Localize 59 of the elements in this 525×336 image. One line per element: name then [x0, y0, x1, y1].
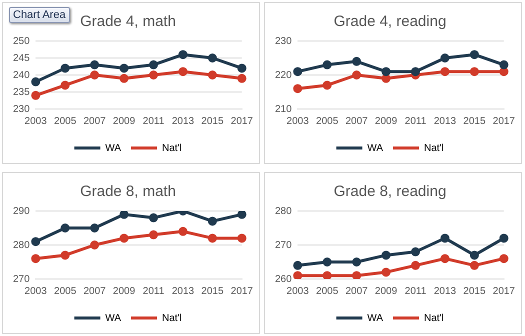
x-tick-label: 2005 — [316, 286, 339, 297]
x-tick-label: 2017 — [230, 116, 254, 127]
x-tick-label: 2003 — [286, 116, 310, 127]
y-tick-label: 210 — [274, 104, 292, 115]
x-tick-label: 2015 — [201, 286, 224, 297]
legend-label: Nat'l — [424, 142, 444, 154]
y-tick-label: 220 — [274, 70, 292, 81]
legend-label: Nat'l — [162, 312, 182, 324]
y-tick-label: 245 — [12, 52, 30, 64]
x-tick-label: 2003 — [24, 116, 48, 127]
legend-label: WA — [105, 312, 122, 324]
x-tick-label: 2003 — [24, 286, 48, 297]
x-tick-label: 2009 — [112, 116, 136, 127]
x-tick-label: 2011 — [142, 286, 165, 297]
legend-label: WA — [367, 312, 384, 324]
x-tick-label: 2007 — [83, 116, 106, 127]
x-tick-label: 2005 — [316, 116, 339, 127]
chart-title: Grade 8, math — [80, 183, 176, 200]
y-tick-label: 270 — [274, 240, 292, 251]
legend-label: WA — [105, 142, 122, 154]
x-tick-label: 2007 — [345, 116, 368, 127]
y-tick-label: 250 — [12, 36, 30, 47]
x-tick-label: 2011 — [404, 116, 427, 127]
chart-title: Grade 4, reading — [334, 13, 446, 30]
x-tick-label: 2009 — [374, 286, 398, 297]
x-tick-label: 2017 — [230, 286, 254, 297]
y-tick-label: 230 — [12, 104, 30, 115]
x-tick-label: 2005 — [54, 116, 77, 127]
x-tick-label: 2017 — [492, 116, 516, 127]
x-tick-label: 2011 — [404, 286, 427, 297]
y-tick-label: 260 — [274, 274, 292, 285]
legend-label: Nat'l — [162, 142, 182, 154]
x-tick-label: 2013 — [172, 286, 195, 297]
x-tick-label: 2003 — [286, 286, 310, 297]
x-tick-label: 2007 — [83, 286, 106, 297]
chart-title: Grade 4, math — [80, 13, 176, 30]
y-tick-label: 280 — [12, 240, 30, 251]
y-tick-label: 230 — [274, 36, 292, 47]
x-tick-label: 2015 — [463, 116, 486, 127]
x-tick-label: 2015 — [201, 116, 224, 127]
text: Chart Area — [9, 7, 70, 23]
x-tick-label: 2011 — [142, 116, 165, 127]
x-tick-label: 2009 — [374, 116, 398, 127]
x-tick-label: 2009 — [112, 286, 136, 297]
y-tick-label: 235 — [12, 86, 30, 98]
y-tick-label: 240 — [12, 70, 30, 81]
x-tick-label: 2015 — [463, 286, 486, 297]
legend-label: Nat'l — [424, 312, 444, 324]
x-tick-label: 2017 — [492, 286, 516, 297]
x-tick-label: 2013 — [172, 116, 195, 127]
y-tick-label: 290 — [12, 206, 30, 217]
x-tick-label: 2005 — [54, 286, 77, 297]
x-tick-label: 2013 — [434, 286, 457, 297]
y-tick-label: 280 — [274, 206, 292, 217]
y-tick-label: 270 — [12, 274, 30, 285]
chart-title: Grade 8, reading — [334, 183, 446, 200]
x-tick-label: 2007 — [345, 286, 368, 297]
legend-label: WA — [367, 142, 384, 154]
x-tick-label: 2013 — [434, 116, 457, 127]
